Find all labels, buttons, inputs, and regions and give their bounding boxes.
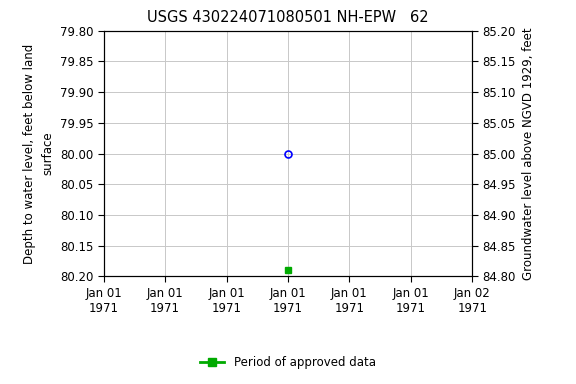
- Title: USGS 430224071080501 NH-EPW   62: USGS 430224071080501 NH-EPW 62: [147, 10, 429, 25]
- Y-axis label: Groundwater level above NGVD 1929, feet: Groundwater level above NGVD 1929, feet: [522, 27, 535, 280]
- Y-axis label: Depth to water level, feet below land
surface: Depth to water level, feet below land su…: [23, 43, 54, 264]
- Legend: Period of approved data: Period of approved data: [196, 351, 380, 374]
